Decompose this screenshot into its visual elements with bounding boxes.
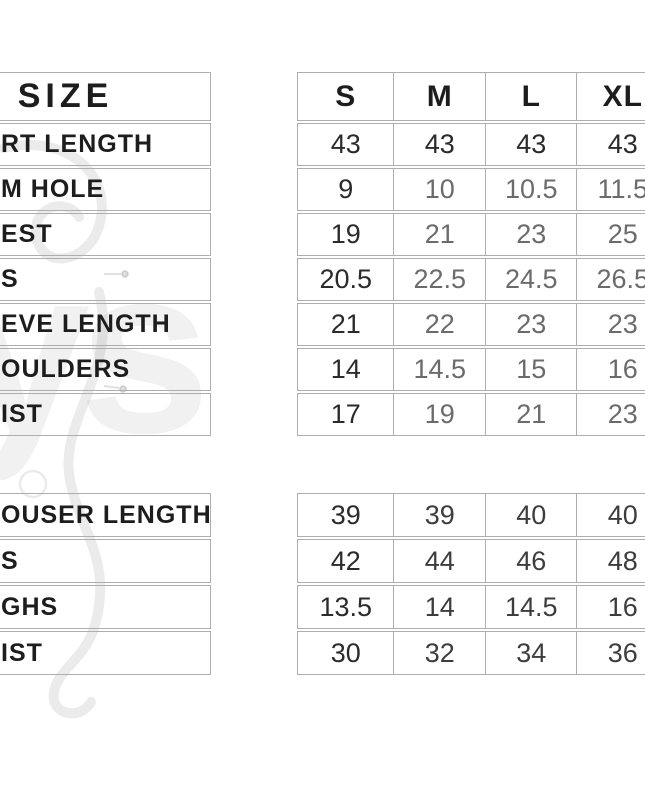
value-cell: 9 [338, 174, 354, 204]
value-cell: 26.5 [576, 259, 645, 300]
value-cell: 43 [330, 129, 361, 159]
table-row-shoulders: 14 14.5 15 16 [297, 348, 645, 391]
size-header: SIZE [0, 72, 211, 121]
value-cell: 43 [576, 124, 645, 165]
table-row-waist: 17 19 21 23 [297, 393, 645, 436]
value-cell: 23 [576, 394, 645, 435]
watermark-ray [103, 385, 120, 389]
size-columns-header-row: S M L XL [297, 72, 645, 121]
value-cell: 21 [330, 309, 361, 339]
watermark-letters: ys [0, 218, 201, 483]
row-label-chest: EST [0, 213, 211, 256]
value-cell: 23 [484, 214, 577, 255]
table-row-hips: 42 44 46 48 [297, 539, 645, 583]
value-cell: 25 [576, 214, 645, 255]
watermark-circle [18, 469, 48, 499]
table-row-hips: 20.5 22.5 24.5 26.5 [297, 258, 645, 301]
table-row-waist: 30 32 34 36 [297, 631, 645, 675]
value-cell: 24.5 [484, 259, 577, 300]
shirt-measurements-table: S M L XL 43 43 43 43 9 10 10.5 11.5 19 2… [297, 72, 645, 436]
value-cell: 22.5 [393, 259, 485, 300]
row-label-hips: S [0, 258, 211, 301]
value-cell: 16 [576, 586, 645, 628]
column-header-m: M [393, 73, 485, 120]
watermark-stem [48, 287, 109, 719]
value-cell: 43 [393, 124, 485, 165]
column-header-s: S [335, 79, 357, 113]
value-cell: 34 [484, 632, 577, 674]
value-cell: 21 [484, 394, 577, 435]
value-cell: 23 [484, 304, 577, 345]
value-cell: 42 [330, 545, 361, 576]
value-cell: 21 [393, 214, 485, 255]
value-cell: 30 [330, 637, 361, 668]
column-header-xl: XL [576, 73, 645, 120]
table-row-shirt-length: 43 43 43 43 [297, 123, 645, 166]
value-cell: 22 [393, 304, 485, 345]
table-row-arm-hole: 9 10 10.5 11.5 [297, 168, 645, 211]
row-label-shoulders: OULDERS [0, 348, 211, 391]
row-label-waist: IST [0, 631, 211, 675]
value-cell: 43 [484, 124, 577, 165]
trouser-measurements-table: 39 39 40 40 42 44 46 48 13.5 14 14.5 16 … [297, 493, 645, 675]
column-header-l: L [484, 73, 577, 120]
row-label-thighs: GHS [0, 585, 211, 629]
value-cell: 14 [393, 586, 485, 628]
value-cell: 44 [393, 540, 485, 582]
value-cell: 13.5 [319, 591, 373, 622]
value-cell: 15 [484, 349, 577, 390]
row-label-hips: S [0, 539, 211, 583]
value-cell: 14.5 [484, 586, 577, 628]
row-label-arm-hole: M HOLE [0, 168, 211, 211]
value-cell: 19 [330, 219, 361, 249]
table-row-chest: 19 21 23 25 [297, 213, 645, 256]
value-cell: 10 [393, 169, 485, 210]
trouser-label-column: OUSER LENGTH S GHS IST [0, 493, 211, 675]
value-cell: 16 [576, 349, 645, 390]
row-label-waist: IST [0, 393, 211, 436]
table-row-trouser-length: 39 39 40 40 [297, 493, 645, 537]
value-cell: 48 [576, 540, 645, 582]
value-cell: 10.5 [484, 169, 577, 210]
watermark-ray-dot [121, 270, 129, 278]
value-cell: 32 [393, 632, 485, 674]
value-cell: 11.5 [576, 169, 645, 210]
value-cell: 39 [330, 499, 361, 530]
value-cell: 46 [484, 540, 577, 582]
table-row-thighs: 13.5 14 14.5 16 [297, 585, 645, 629]
value-cell: 36 [576, 632, 645, 674]
row-label-sleeve-length: EVE LENGTH [0, 303, 211, 346]
value-cell: 14.5 [393, 349, 485, 390]
shirt-label-column: SIZE RT LENGTH M HOLE EST S EVE LENGTH O… [0, 72, 211, 436]
value-cell: 23 [576, 304, 645, 345]
value-cell: 40 [576, 494, 645, 536]
value-cell: 20.5 [319, 264, 373, 294]
value-cell: 40 [484, 494, 577, 536]
row-label-shirt-length: RT LENGTH [0, 123, 211, 166]
value-cell: 17 [330, 399, 361, 429]
value-cell: 19 [393, 394, 485, 435]
row-label-trouser-length: OUSER LENGTH [0, 493, 211, 537]
value-cell: 39 [393, 494, 485, 536]
value-cell: 14 [330, 354, 361, 384]
table-row-sleeve-length: 21 22 23 23 [297, 303, 645, 346]
